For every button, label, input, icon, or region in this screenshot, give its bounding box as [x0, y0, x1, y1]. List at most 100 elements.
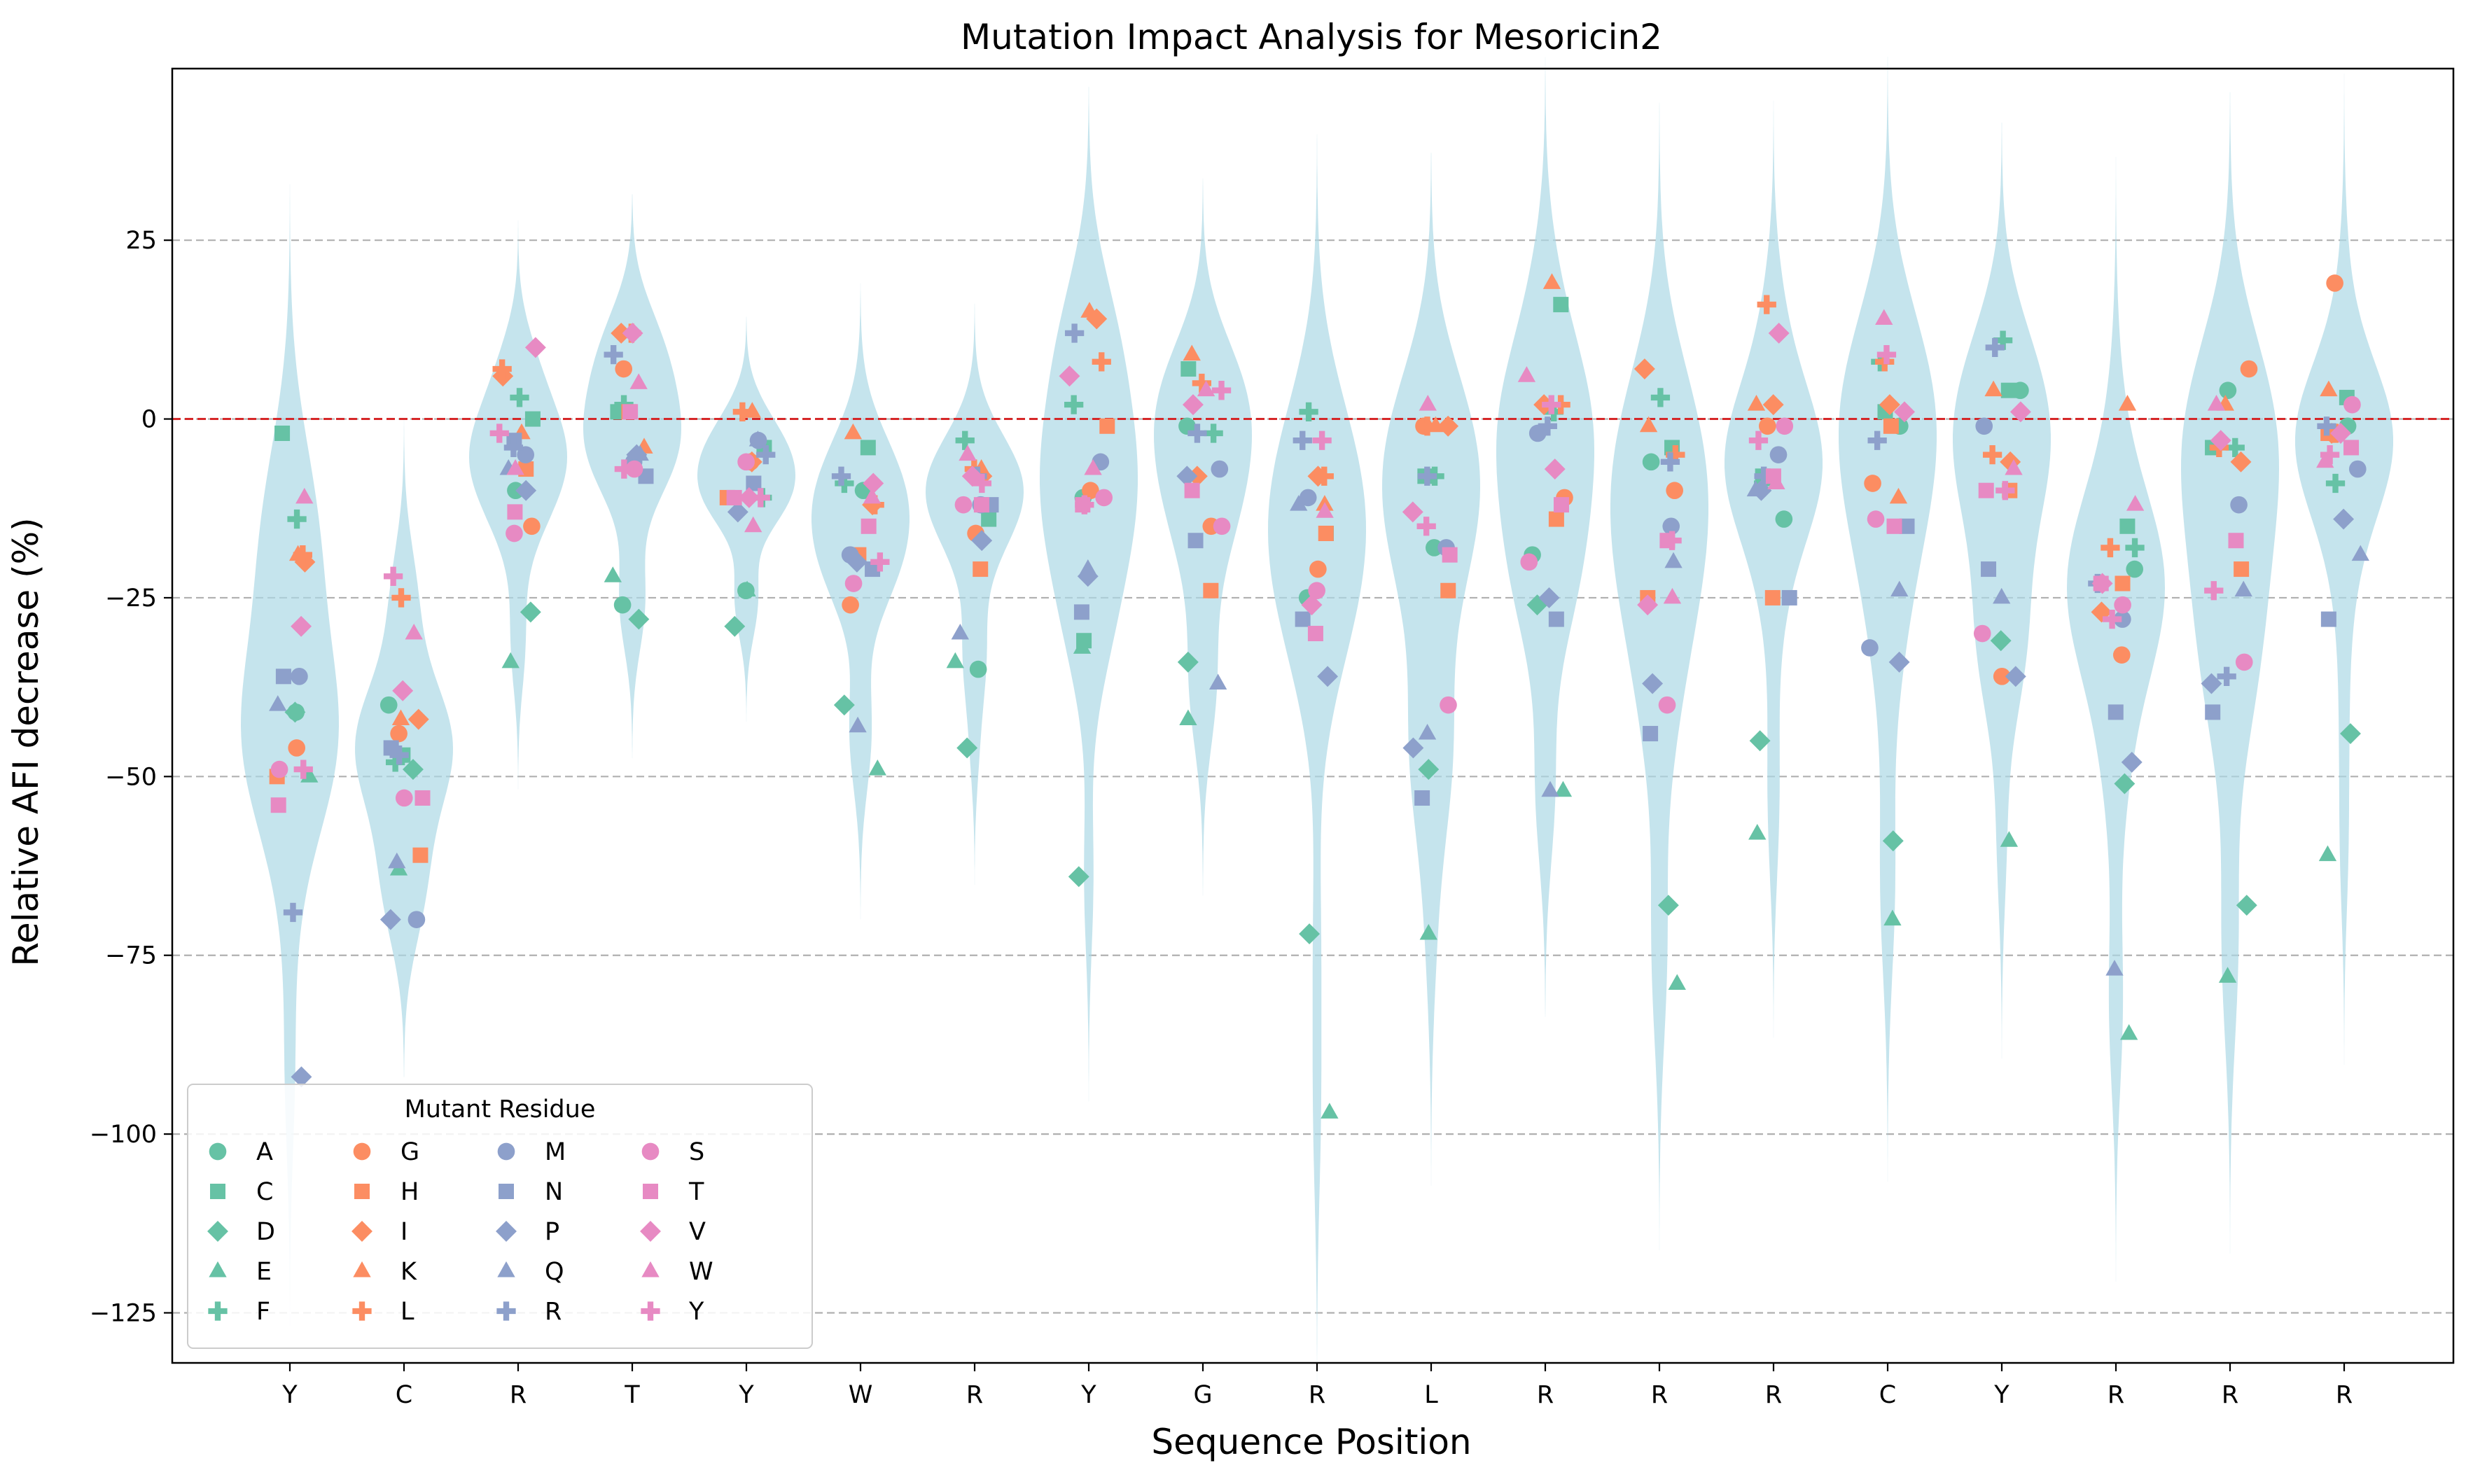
point-pos11-H [1440, 582, 1456, 598]
point-pos2-I [407, 708, 429, 730]
point-pos15-Q [1890, 580, 1909, 597]
point-pos8-Q [1079, 559, 1097, 575]
legend-label-W: W [689, 1258, 713, 1286]
point-pos6-P [846, 551, 868, 573]
point-pos17-Q [2105, 960, 2124, 976]
violin-6 [811, 283, 910, 920]
x-tick-label: T [624, 1381, 640, 1409]
legend-label-H: H [400, 1178, 419, 1206]
point-pos3-P [515, 479, 537, 501]
point-pos5-P [727, 501, 748, 523]
legend-marker-T [643, 1184, 658, 1199]
point-pos9-W [1197, 380, 1215, 397]
point-pos13-S [1658, 696, 1676, 714]
point-pos7-A [969, 660, 987, 678]
point-pos9-N [1187, 533, 1204, 549]
point-pos10-V [1301, 594, 1323, 616]
legend-marker-W [641, 1261, 660, 1278]
legend-marker-E [209, 1261, 227, 1278]
point-pos17-L [2101, 538, 2120, 558]
point-pos4-Q [631, 444, 649, 461]
point-pos14-A [1775, 510, 1793, 528]
point-pos18-V [2210, 430, 2231, 451]
point-pos6-R [831, 466, 851, 486]
x-tick-label: L [1424, 1381, 1438, 1409]
violin-19 [2295, 74, 2393, 1065]
point-pos11-S [1440, 696, 1457, 714]
point-pos9-K [1183, 344, 1201, 361]
point-pos15-P [1888, 651, 1910, 673]
point-pos6-Y [870, 552, 890, 572]
point-pos18-D [2236, 895, 2257, 916]
point-pos2-H [412, 847, 429, 863]
point-pos13-Y [1662, 531, 1682, 550]
point-pos19-Q [2351, 545, 2369, 561]
point-pos5-Y [751, 488, 770, 507]
point-pos10-M [1299, 489, 1317, 507]
point-pos5-T [726, 489, 742, 505]
point-pos14-S [1776, 417, 1794, 435]
point-pos1-Y [293, 760, 313, 779]
point-pos18-W [2207, 395, 2226, 411]
legend-label-P: P [545, 1218, 559, 1246]
point-pos8-S [1095, 489, 1113, 507]
point-pos1-R [283, 902, 303, 923]
point-pos15-I [1879, 394, 1900, 416]
point-pos6-L [865, 495, 884, 514]
legend-marker-H [354, 1184, 370, 1199]
point-pos1-Q [269, 695, 287, 711]
point-pos17-Y [2102, 609, 2122, 629]
point-pos4-R [604, 344, 623, 365]
point-pos1-V [291, 615, 312, 637]
legend-label-F: F [256, 1298, 270, 1326]
point-pos4-A [613, 596, 632, 614]
point-pos16-Y [1995, 481, 2015, 500]
point-pos4-Y [614, 459, 634, 479]
y-tick-label: −50 [105, 763, 157, 791]
point-pos19-M [2348, 460, 2367, 478]
point-pos7-D [956, 737, 978, 759]
point-pos7-F [955, 430, 975, 450]
y-axis-label: Relative AFI decrease (%) [6, 517, 46, 966]
point-pos18-A [2219, 382, 2237, 400]
y-tick-label: 0 [141, 406, 157, 434]
point-pos14-E [1748, 823, 1767, 840]
point-pos15-D [1882, 830, 1904, 852]
x-tick-label: R [2336, 1381, 2353, 1409]
point-pos12-R [1538, 416, 1557, 436]
point-pos6-E [868, 760, 886, 776]
point-pos1-T [270, 797, 286, 813]
point-pos13-G [1666, 482, 1684, 500]
point-pos11-P [1402, 737, 1424, 759]
point-pos16-R [1985, 337, 2005, 358]
point-pos15-R [1867, 430, 1887, 450]
legend-label-T: T [688, 1178, 704, 1206]
point-pos16-C [2000, 382, 2016, 398]
legend-marker-D [207, 1221, 228, 1242]
point-pos11-Y [1416, 517, 1436, 536]
point-pos3-L [492, 359, 512, 379]
point-pos13-D [1657, 895, 1679, 916]
point-pos17-P [2121, 751, 2143, 773]
legend-title: Mutant Residue [405, 1096, 596, 1124]
point-pos14-L [1757, 295, 1776, 314]
point-pos1-W [295, 487, 314, 504]
point-pos2-D [402, 759, 424, 780]
point-pos15-N [1899, 518, 1915, 534]
point-pos11-D [1418, 759, 1440, 780]
violin-5 [697, 316, 795, 722]
point-pos18-F [2225, 438, 2245, 458]
point-pos9-S [1213, 517, 1231, 536]
point-pos8-H [1099, 418, 1115, 434]
legend-label-I: I [400, 1218, 407, 1246]
point-pos13-K [1639, 416, 1658, 433]
point-pos15-M [1861, 639, 1879, 657]
point-pos8-K [1080, 302, 1099, 318]
point-pos9-Q [1208, 673, 1227, 690]
point-pos17-K [2118, 395, 2137, 411]
point-pos13-R [1660, 452, 1680, 472]
legend-marker-P [496, 1221, 517, 1242]
point-pos12-T [1553, 497, 1569, 513]
point-pos18-Y [2204, 581, 2224, 601]
point-pos2-T [415, 790, 431, 806]
